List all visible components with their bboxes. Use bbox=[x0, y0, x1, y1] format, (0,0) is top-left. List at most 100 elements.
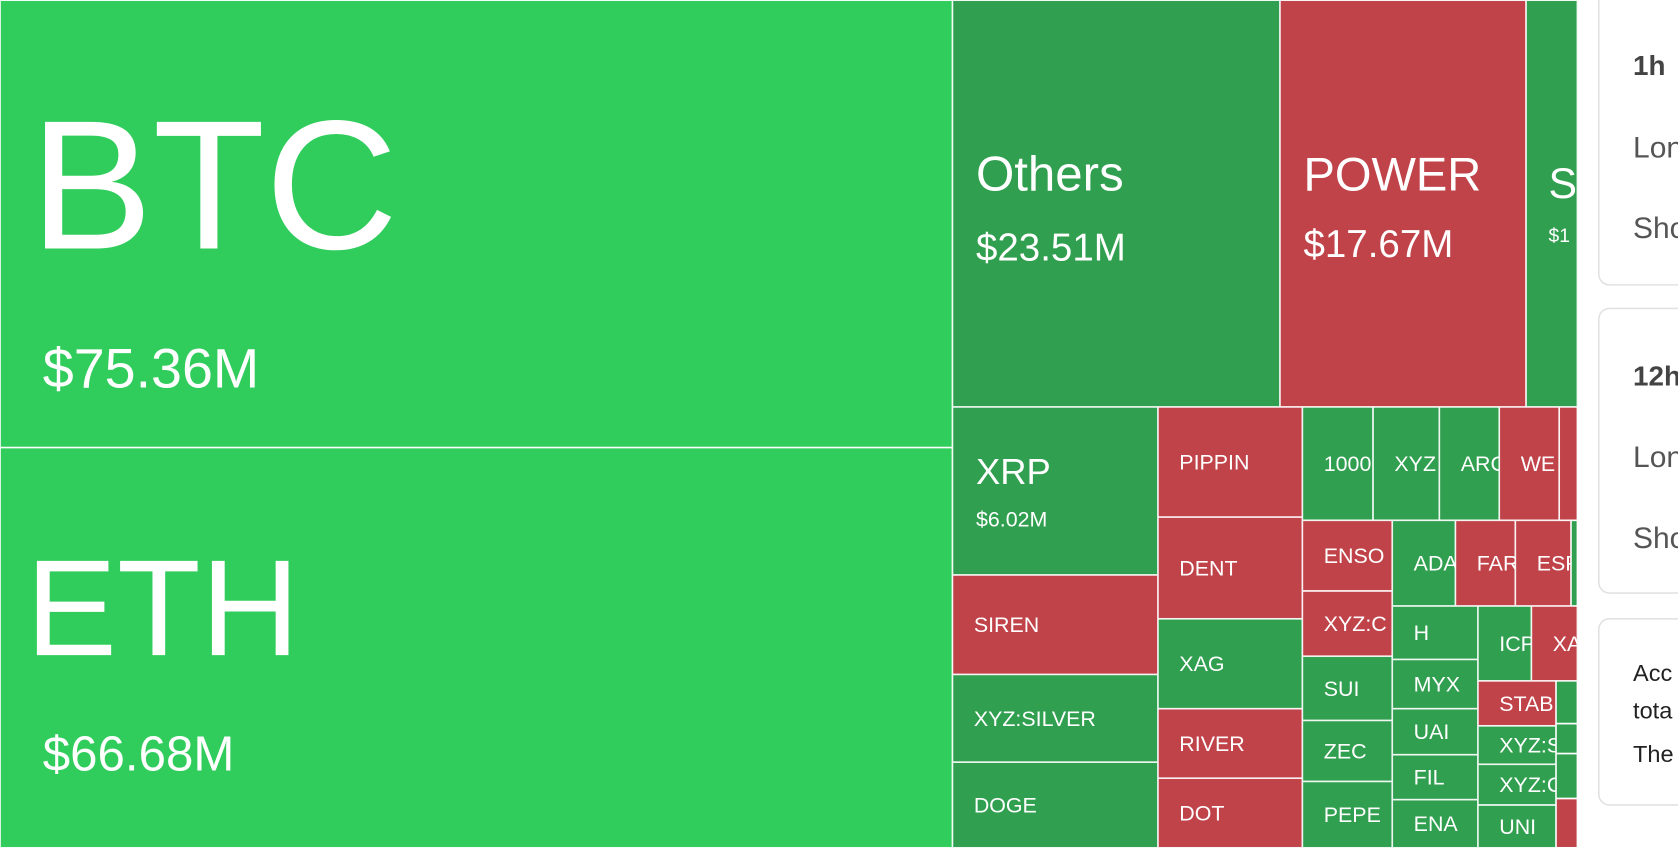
card-line: The bbox=[1633, 741, 1674, 767]
tile-group: Others $23.51M bbox=[952, 0, 1280, 407]
tile-label: UNI bbox=[1499, 815, 1536, 839]
tile bbox=[1477, 804, 1557, 848]
tile bbox=[1157, 708, 1303, 779]
tile-group: S $1 bbox=[1526, 0, 1578, 407]
tile-label: ESP bbox=[1537, 552, 1580, 576]
card-line: tota bbox=[1633, 697, 1673, 723]
tile-label: SIREN bbox=[974, 613, 1039, 637]
tile-group: ZEC bbox=[1302, 720, 1393, 782]
tile-group: POWER $17.67M bbox=[1279, 0, 1527, 407]
tile-label: FAR bbox=[1477, 552, 1519, 576]
tile bbox=[1439, 406, 1500, 521]
tile bbox=[1477, 725, 1557, 765]
tile bbox=[1392, 708, 1478, 755]
card-line: Lon bbox=[1633, 132, 1678, 165]
tile-label: XRP bbox=[976, 451, 1051, 492]
tile-label: 1000 bbox=[1324, 452, 1372, 476]
tile-group: MYX bbox=[1392, 659, 1478, 709]
tile-group: SUI bbox=[1302, 656, 1393, 721]
tile bbox=[1373, 406, 1440, 521]
card-line: Sho bbox=[1633, 212, 1678, 245]
tile-label: XAG bbox=[1179, 652, 1224, 676]
tile-label: RIVER bbox=[1179, 732, 1244, 756]
card bbox=[1598, 0, 1678, 286]
tile-group: ADA bbox=[1392, 520, 1459, 606]
tile bbox=[1302, 781, 1393, 848]
tile bbox=[952, 0, 1280, 407]
tile bbox=[1157, 778, 1303, 848]
tile-label: XYZ bbox=[1394, 452, 1436, 476]
card-title: 1h bbox=[1633, 50, 1665, 81]
tile-label: STAB bbox=[1499, 692, 1553, 716]
tile bbox=[1515, 520, 1571, 606]
tile-group: ENSO bbox=[1302, 520, 1393, 591]
tile bbox=[1570, 519, 1579, 607]
tile-label: XYZ:SILVER bbox=[974, 707, 1096, 731]
tile-group: DENT bbox=[1157, 517, 1303, 619]
tile-group: XAG bbox=[1157, 618, 1303, 709]
tile-label: POWER bbox=[1303, 148, 1481, 201]
tile-group: FIL bbox=[1392, 754, 1478, 800]
tile-label: ADA bbox=[1414, 552, 1459, 576]
tile-group: XYZ:SILVER bbox=[952, 674, 1158, 763]
tile bbox=[952, 674, 1158, 763]
tile-group: XA bbox=[1531, 605, 1582, 681]
tile-label: S bbox=[1549, 160, 1578, 208]
tile-label: BTC bbox=[30, 82, 398, 288]
tile bbox=[952, 762, 1158, 848]
tile-label: ICP bbox=[1499, 632, 1535, 656]
tile-label: Others bbox=[976, 147, 1124, 202]
tile bbox=[1555, 722, 1579, 755]
tile-label: XA bbox=[1553, 632, 1582, 656]
tile-label: FIL bbox=[1414, 766, 1445, 790]
tile bbox=[1477, 764, 1557, 805]
card-line: Acc bbox=[1633, 660, 1672, 686]
tile-value: $23.51M bbox=[976, 226, 1126, 269]
tile bbox=[1477, 680, 1557, 726]
tile bbox=[1392, 754, 1478, 800]
treemap: BTC $75.36M ETH $66.68M Others $23.51M POWER $1… bbox=[0, 0, 1582, 848]
card-title: 12h bbox=[1633, 360, 1678, 391]
tile-group: SIREN bbox=[952, 574, 1158, 675]
tile bbox=[1302, 720, 1393, 782]
tile-value: $17.67M bbox=[1303, 223, 1453, 266]
tile-group: PEPE bbox=[1302, 781, 1393, 848]
card bbox=[1598, 307, 1678, 594]
tile bbox=[1302, 656, 1393, 721]
card-line: Sho bbox=[1633, 522, 1678, 555]
tile bbox=[1302, 590, 1393, 657]
tile bbox=[1555, 797, 1579, 848]
tile-group: ARC bbox=[1439, 406, 1506, 521]
card bbox=[1598, 617, 1678, 806]
tile-value: $66.68M bbox=[43, 727, 235, 782]
tile-group: BTC $75.36M bbox=[0, 0, 953, 448]
tile-group: XYZ:C bbox=[1302, 590, 1393, 657]
tile bbox=[1279, 0, 1527, 407]
tile bbox=[1455, 520, 1516, 606]
tile-group: H bbox=[1392, 605, 1478, 660]
tile bbox=[1302, 406, 1374, 521]
tile bbox=[1555, 680, 1579, 725]
tile-label: ENSO bbox=[1324, 544, 1385, 568]
tile-group: ESP bbox=[1515, 520, 1580, 606]
tile bbox=[0, 447, 953, 848]
tile-value: $6.02M bbox=[976, 508, 1047, 532]
tile-group: STAB bbox=[1477, 680, 1557, 726]
tile-value: $75.36M bbox=[43, 338, 259, 400]
tile bbox=[1526, 0, 1578, 407]
tile-group: XYZ:S bbox=[1477, 725, 1557, 765]
tile-group: 1000 bbox=[1302, 406, 1374, 521]
tile-group: XYZ bbox=[1373, 406, 1440, 521]
tile-group: PIPPIN bbox=[1157, 406, 1303, 518]
tile-label: ZEC bbox=[1324, 739, 1367, 763]
tile-label: ARC bbox=[1461, 452, 1506, 476]
tile-group: FAR bbox=[1455, 520, 1519, 606]
tile-group: RIVER bbox=[1157, 708, 1303, 779]
tile-label: DENT bbox=[1179, 556, 1237, 580]
tile bbox=[1477, 605, 1532, 681]
tile-label: ETH bbox=[26, 532, 300, 685]
tile-label: WE bbox=[1521, 452, 1555, 476]
tile bbox=[1531, 605, 1578, 681]
tile bbox=[952, 406, 1158, 575]
